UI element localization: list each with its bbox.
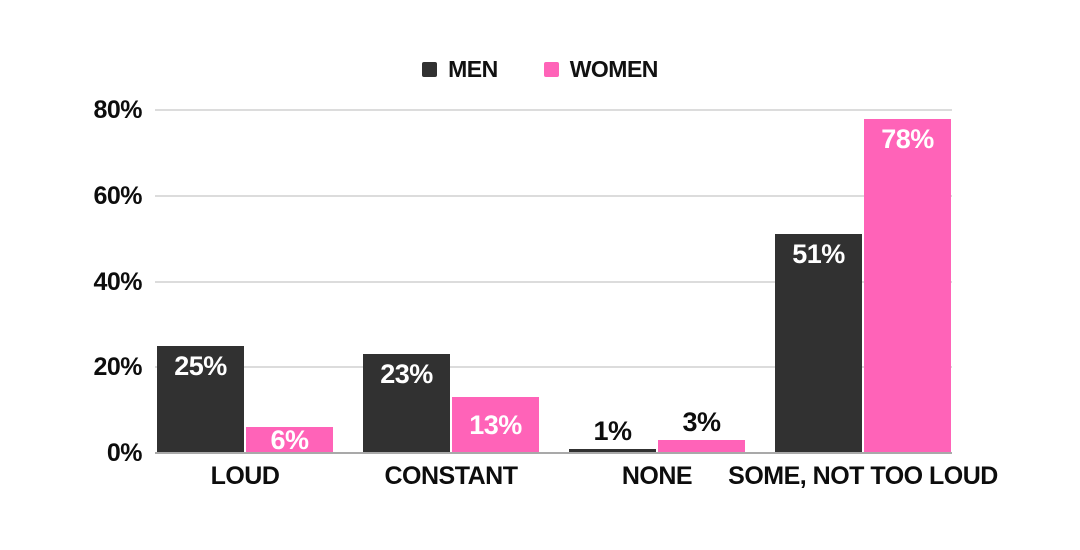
bar-men-constant: 23% <box>363 354 450 453</box>
value-label-men-loud: 25% <box>174 350 227 381</box>
legend-swatch-women <box>543 62 559 77</box>
x-category-label-some-not-too-loud: SOME, NOT TOO LOUD <box>728 462 998 490</box>
bar-men-some-not-too-loud: 51% <box>775 234 862 453</box>
gridline-40 <box>155 280 952 283</box>
value-label-men-some-not-too-loud: 51% <box>792 239 845 270</box>
x-category-label-none: NONE <box>621 462 693 490</box>
y-tick-label-80: 80% <box>93 96 142 124</box>
value-label-women-none: 3% <box>682 407 721 438</box>
gridline-20 <box>155 366 952 369</box>
y-tick-label-40: 40% <box>93 267 142 296</box>
value-label-women-loud: 6% <box>270 424 309 455</box>
gridline-60 <box>155 194 952 197</box>
legend-item-women: WOMEN <box>543 56 659 83</box>
value-label-men-constant: 23% <box>380 359 433 390</box>
bar-women-loud: 6% <box>246 424 333 455</box>
value-label-men-none: 1% <box>593 415 632 446</box>
bar-women-some-not-too-loud: 78% <box>864 118 951 453</box>
value-label-women-some-not-too-loud: 78% <box>881 123 934 154</box>
chart-legend: MEN WOMEN <box>0 56 1080 83</box>
gridline-80 <box>155 109 952 111</box>
y-tick-label-60: 60% <box>93 181 142 210</box>
value-label-women-constant: 13% <box>469 409 522 440</box>
plot-area: 25% 6% 23% 13% 1% 3% 51% 78% <box>155 109 952 455</box>
legend-swatch-men <box>422 62 438 77</box>
y-tick-label-20: 20% <box>93 353 142 382</box>
x-category-label-constant: CONSTANT <box>384 462 518 490</box>
bar-men-loud: 25% <box>157 345 244 453</box>
legend-item-men: MEN <box>422 56 498 83</box>
bar-men-none: 1% <box>569 416 656 453</box>
x-category-label-loud: LOUD <box>210 462 280 490</box>
bar-women-constant: 13% <box>452 397 539 453</box>
y-tick-label-0: 0% <box>106 439 143 467</box>
x-axis-line <box>155 452 952 454</box>
bar-women-none: 3% <box>658 407 745 453</box>
legend-label: WOMEN <box>569 56 659 82</box>
legend-label: MEN <box>448 56 498 82</box>
